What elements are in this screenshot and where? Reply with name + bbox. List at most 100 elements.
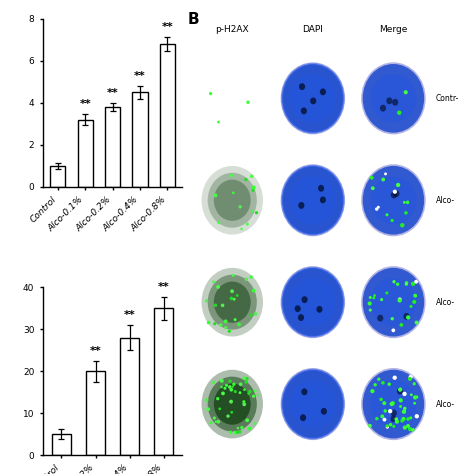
Ellipse shape [310, 98, 316, 104]
Point [240, 401, 248, 408]
Point [251, 387, 259, 395]
Ellipse shape [201, 166, 263, 235]
Point [247, 273, 255, 281]
Point [406, 375, 414, 383]
Point [246, 388, 254, 395]
Ellipse shape [214, 282, 251, 323]
Point [398, 321, 405, 328]
Ellipse shape [393, 190, 400, 197]
Point [230, 295, 238, 303]
Ellipse shape [392, 99, 398, 106]
Ellipse shape [214, 180, 251, 221]
Point [396, 386, 404, 393]
Point [216, 405, 224, 413]
Ellipse shape [370, 380, 417, 428]
Ellipse shape [363, 64, 424, 133]
Ellipse shape [281, 164, 345, 237]
Ellipse shape [300, 414, 306, 421]
Point [381, 416, 388, 423]
Ellipse shape [282, 370, 344, 438]
Point [242, 176, 250, 183]
Point [225, 328, 233, 335]
Point [375, 375, 383, 383]
Text: DAPI: DAPI [302, 25, 323, 34]
Point [401, 199, 408, 206]
Point [210, 379, 217, 386]
Point [413, 319, 420, 326]
Point [214, 283, 222, 291]
Point [224, 412, 232, 420]
Ellipse shape [301, 296, 308, 303]
Text: **: ** [90, 346, 101, 356]
Bar [120, 337, 139, 455]
Point [218, 383, 225, 391]
Ellipse shape [363, 268, 424, 337]
Point [228, 172, 235, 179]
Ellipse shape [377, 315, 383, 321]
Point [391, 188, 399, 195]
Text: **: ** [107, 88, 118, 98]
Point [378, 296, 385, 303]
Point [383, 423, 391, 431]
Point [402, 280, 410, 288]
Ellipse shape [403, 313, 410, 320]
Point [242, 378, 250, 386]
Point [210, 278, 218, 286]
Point [238, 424, 246, 431]
Point [244, 220, 251, 228]
Point [380, 176, 387, 183]
Ellipse shape [320, 89, 326, 95]
Ellipse shape [361, 164, 426, 237]
Point [412, 292, 419, 300]
Point [229, 383, 237, 391]
Point [400, 408, 408, 415]
Point [397, 397, 404, 404]
Point [404, 415, 412, 423]
Point [207, 90, 214, 97]
Point [231, 316, 239, 323]
Point [241, 386, 248, 393]
Point [366, 300, 374, 307]
Point [401, 424, 409, 431]
Point [371, 292, 378, 299]
Point [215, 418, 222, 426]
Text: B: B [187, 12, 199, 27]
Ellipse shape [282, 64, 344, 133]
Point [227, 398, 235, 405]
Point [382, 407, 389, 415]
Point [390, 278, 398, 285]
Point [217, 321, 225, 329]
Point [411, 400, 419, 407]
Point [395, 109, 403, 117]
Ellipse shape [363, 370, 424, 438]
Point [240, 374, 248, 382]
Ellipse shape [298, 314, 304, 321]
Point [228, 386, 235, 393]
Point [203, 396, 210, 404]
Point [391, 374, 399, 382]
Point [392, 415, 400, 423]
Ellipse shape [208, 173, 257, 228]
Ellipse shape [208, 275, 257, 329]
Ellipse shape [380, 105, 386, 111]
Point [369, 387, 376, 395]
Point [231, 388, 239, 395]
Point [388, 400, 396, 408]
Ellipse shape [290, 380, 336, 428]
Point [207, 419, 215, 427]
Point [204, 405, 212, 413]
Point [226, 328, 233, 335]
Point [394, 181, 402, 189]
Point [219, 390, 227, 397]
Point [250, 183, 257, 191]
Point [404, 314, 412, 321]
Point [219, 301, 227, 309]
Ellipse shape [201, 268, 263, 337]
Point [226, 383, 234, 391]
Point [252, 310, 259, 318]
Ellipse shape [208, 377, 257, 431]
Point [394, 281, 401, 288]
Point [386, 407, 394, 415]
Text: **: ** [124, 310, 136, 320]
Point [243, 375, 251, 383]
